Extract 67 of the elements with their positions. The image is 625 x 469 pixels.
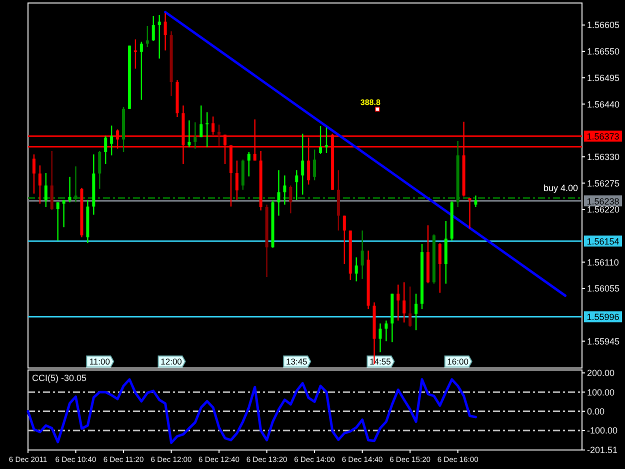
candlestick — [283, 174, 286, 206]
candlestick — [360, 230, 364, 280]
chart-title: CCI(5) -30.05 — [32, 373, 87, 383]
candlestick — [44, 172, 48, 208]
candlestick — [313, 148, 316, 181]
y-tick-label: 1.56550 — [587, 46, 620, 57]
y-tick-label: 1.56220 — [587, 204, 620, 215]
ref-line-label: 1.56154 — [586, 236, 620, 247]
candlestick — [408, 286, 412, 328]
candlestick — [152, 15, 155, 42]
candlestick — [140, 41, 143, 100]
candlestick — [206, 112, 209, 148]
candlestick — [110, 125, 114, 156]
candlestick — [414, 293, 418, 331]
ref-line-label: 1.56238 — [586, 196, 620, 206]
candlestick — [277, 170, 280, 216]
y-tick-label: 1.56275 — [587, 178, 620, 188]
annotation: 388.8 — [360, 98, 381, 108]
candlestick — [354, 256, 358, 282]
x-tick-label: 13:45 — [286, 356, 308, 366]
y-tick-label: 1.56055 — [587, 284, 620, 294]
ref-line-label: buy 4.00 — [543, 182, 578, 193]
y-tick-label: -201.51 — [587, 445, 618, 456]
candlestick — [474, 194, 478, 208]
candlestick — [56, 202, 60, 242]
candlestick — [68, 176, 72, 203]
y-tick-label: 1.56330 — [587, 152, 620, 162]
candlestick — [384, 320, 388, 342]
y-tick-label: 1.55945 — [587, 336, 620, 346]
ref-line-label: 1.55996 — [586, 312, 620, 322]
candlestick — [247, 151, 250, 177]
candlestick — [188, 120, 191, 148]
x-tick-label: 12:00 — [160, 356, 182, 366]
x-tick-label: 11:00 — [89, 356, 110, 366]
candlestick — [438, 242, 442, 294]
candlestick — [104, 136, 108, 165]
candlestick — [342, 215, 346, 265]
candlestick — [235, 160, 238, 200]
y-tick-label: 100.00 — [587, 387, 615, 398]
candlestick — [50, 150, 54, 211]
y-tick-label: 1.56110 — [587, 257, 619, 268]
candlestick — [295, 170, 298, 200]
y-tick-label: 200.00 — [587, 368, 615, 378]
candlestick — [194, 122, 197, 150]
candlestick — [98, 150, 102, 190]
candlestick — [402, 282, 406, 324]
candlestick — [62, 199, 66, 228]
candlestick — [200, 104, 203, 138]
candlestick — [289, 184, 292, 214]
candlestick — [146, 25, 149, 48]
candlestick — [164, 12, 167, 52]
y-tick-label: -100.00 — [587, 426, 618, 436]
candlestick — [38, 164, 42, 204]
x-tick-label: 16:00 — [447, 356, 469, 366]
candlestick — [319, 126, 322, 154]
candlestick — [134, 38, 137, 70]
y-tick-label: 1.56605 — [587, 20, 620, 30]
candlestick — [396, 284, 400, 322]
candlestick — [301, 133, 304, 196]
candlestick — [158, 14, 161, 60]
candlestick — [468, 197, 472, 230]
y-tick-label: 0.00 — [587, 406, 605, 416]
ref-line-label: 1.56373 — [586, 132, 620, 142]
y-tick-label: 1.56440 — [587, 99, 620, 110]
candlestick — [32, 154, 36, 194]
candlestick — [378, 322, 382, 353]
y-tick-label: 1.56495 — [587, 72, 620, 83]
